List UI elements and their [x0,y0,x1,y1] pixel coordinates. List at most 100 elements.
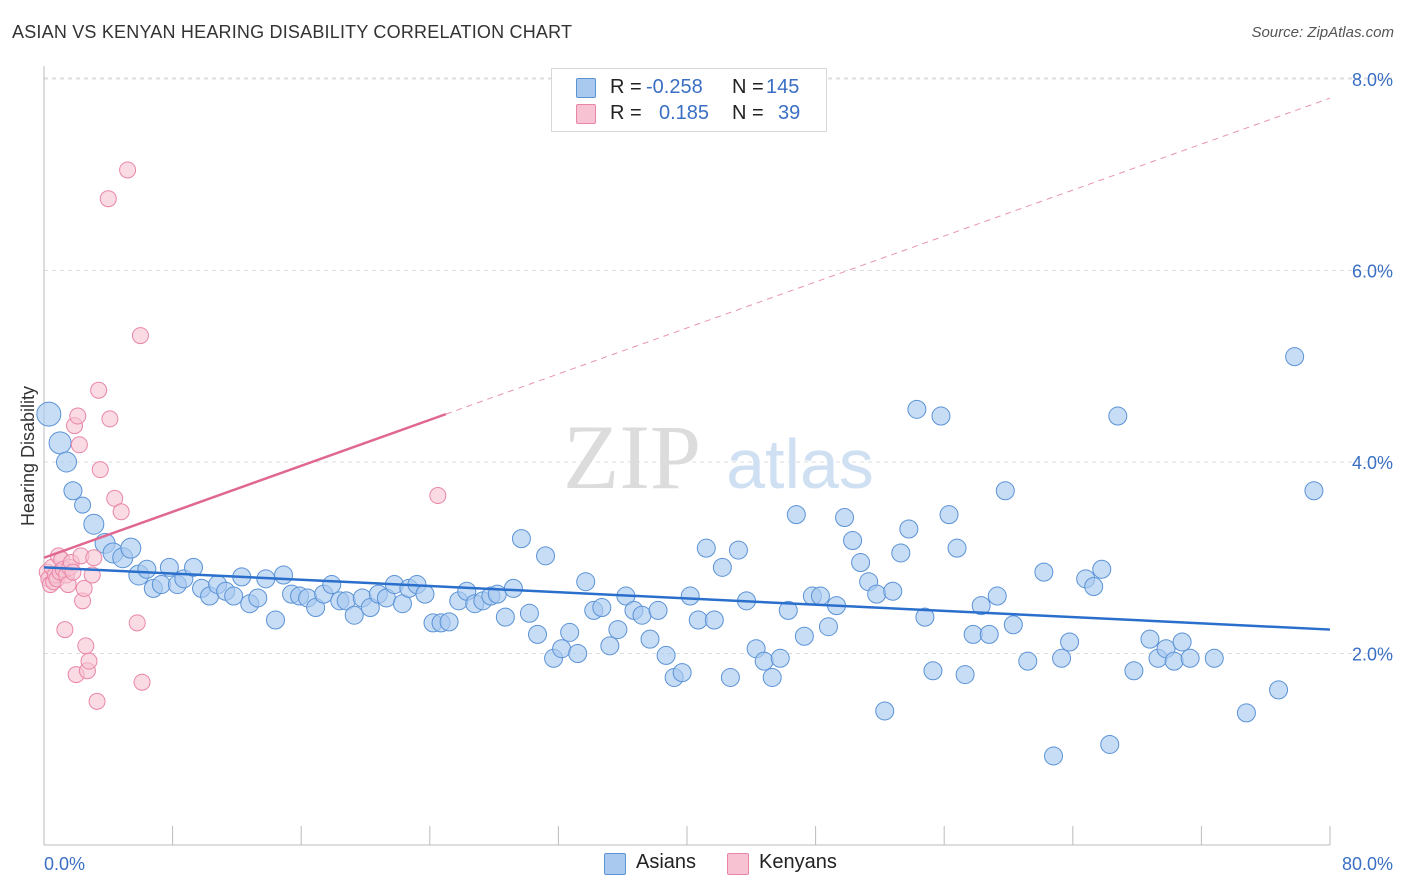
kenyan-point [131,327,149,345]
kenyans-swatch [576,104,596,124]
asian-point [979,624,999,644]
kenyan-point [70,436,88,454]
asian-point [1060,632,1080,652]
watermark-zip: ZIP [563,406,701,508]
asian-point [899,519,919,539]
asian-point [963,624,983,644]
asian-point [867,584,887,604]
asian-point [151,575,171,595]
asian-point [224,586,244,606]
asian-point [680,586,700,606]
kenyans-r-value: 0.185 [659,102,710,124]
asian-point [818,617,838,637]
stats-legend: R = -0.258 N = 145 R = 0.185 N = 39 [551,68,827,132]
asian-point [835,508,855,528]
kenyan-point [119,161,137,179]
asian-point [1092,559,1112,579]
asian-point [640,629,660,649]
asian-point [1124,661,1144,681]
y-tick-label: 8.0% [1352,70,1393,90]
asian-point [939,505,959,525]
kenyan-point [75,579,93,597]
asian-point [1052,648,1072,668]
asian-point [728,540,748,560]
asian-point [560,622,580,642]
kenyan-point [56,621,74,639]
asian-point [754,651,774,671]
kenyan-point [90,381,108,399]
asian-point [36,401,62,427]
kenyan-point [64,563,82,581]
watermark-atlas: atlas [726,425,874,503]
asians-swatch [576,78,596,98]
asian-point [1304,481,1324,501]
asian-trend-line [43,566,1331,631]
asian-point [907,399,927,419]
asian-point [987,586,1007,606]
asian-point [265,610,285,630]
asian-point [120,537,142,559]
asian-point [1100,734,1120,754]
y-axis-title: Hearing Disability [18,386,38,526]
asian-point [503,578,523,598]
asian-point [528,624,548,644]
asian-point [83,513,105,535]
asian-point [568,644,588,663]
asians-r-label: R = [610,76,642,98]
asian-point [794,626,814,646]
asian-point [608,620,628,640]
kenyans-n-value: 39 [778,102,801,124]
asian-point [1108,406,1128,426]
asian-point [1285,347,1305,367]
asian-point [810,586,830,606]
asian-point [688,610,708,630]
asian-point [1172,632,1192,652]
asian-point [843,531,863,551]
kenyan-point [69,407,87,425]
asian-point [248,588,268,608]
asian-point [648,600,668,620]
asian-point [48,431,72,455]
asian-point [632,605,652,625]
kenyans-r-label: R = [610,102,642,124]
asian-point [720,667,740,687]
asian-point [1084,576,1104,596]
asian-point [1044,746,1064,766]
asian-point [656,645,676,665]
asian-point [786,505,806,525]
kenyan-point [85,549,103,567]
asian-point [159,557,179,577]
asian-point [1236,703,1256,723]
asian-point [875,701,895,721]
asians-n-value: 145 [766,76,800,98]
asian-point [344,605,364,625]
y-tick-label: 6.0% [1352,262,1393,282]
kenyan-point [91,461,109,479]
asian-point [519,603,539,623]
asian-point [883,581,903,601]
asian-point [704,610,724,630]
asians-legend-label: Asians [636,851,697,873]
asian-point [696,538,716,558]
asian-point [851,553,871,573]
kenyan-point [77,637,95,655]
asian-point [778,600,798,620]
asians-r-value: -0.258 [646,76,703,98]
kenyans-legend-swatch [727,853,749,875]
kenyan-trend-line [43,412,447,559]
asian-point [439,612,459,632]
y-tick-label: 4.0% [1352,453,1393,473]
asian-point [322,575,342,595]
asian-point [955,665,975,685]
kenyan-point [80,652,98,670]
asian-point [995,481,1015,501]
asian-point [1018,651,1038,671]
kenyan-point [128,614,146,632]
kenyan-point [112,503,130,521]
asian-point [672,663,692,683]
kenyans-legend-label: Kenyans [759,851,837,873]
asian-point [1180,648,1200,668]
asian-point [74,496,92,514]
asian-point [971,596,991,616]
